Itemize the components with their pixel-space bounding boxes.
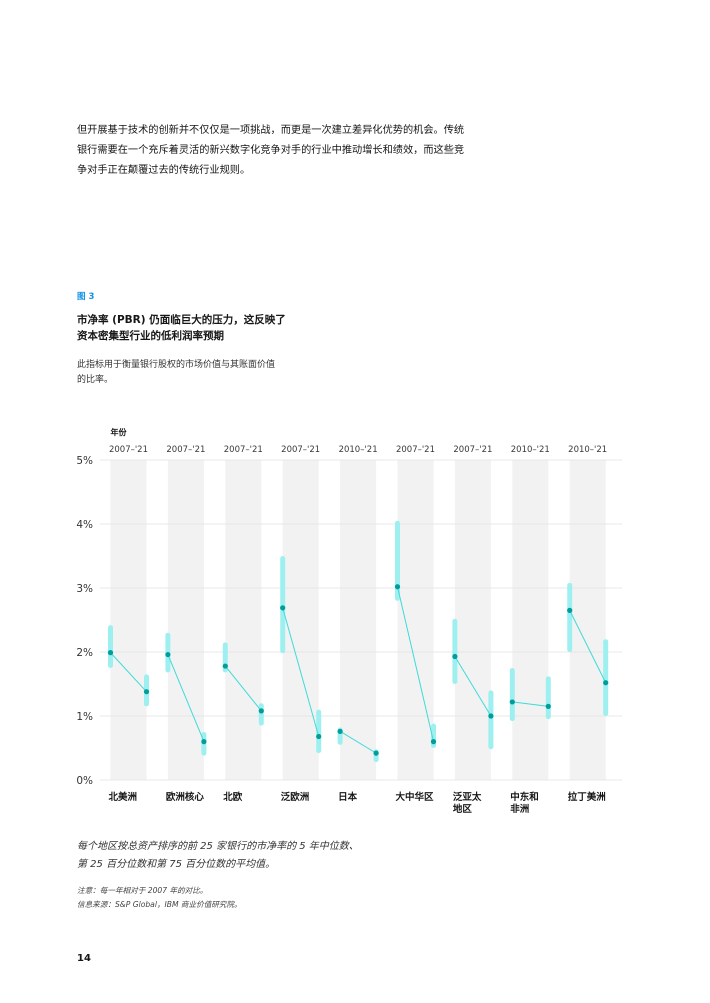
region-label: 拉丁美洲 (568, 791, 606, 803)
caption-line: 每个地区按总资产排序的前 25 家银行的市净率的 5 年中位数、 (77, 841, 359, 852)
median-dot-end (143, 689, 150, 695)
range-bar-start (280, 556, 286, 654)
median-dot-start (567, 607, 573, 613)
period-label: 2010–'21 (511, 445, 550, 455)
region-label: 北欧 (223, 791, 243, 803)
y-tick-label: 5% (76, 455, 93, 467)
intro-paragraph: 但开展基于技术的创新并不仅仅是一项挑战，而更是一次建立差异化优势的机会。传统 银… (77, 121, 497, 181)
median-dot-start (107, 650, 114, 656)
region-column-bg (512, 460, 549, 780)
region-label: 地区 (453, 803, 473, 815)
period-label: 2007–'21 (109, 445, 148, 455)
period-label: 2007–'21 (453, 445, 492, 455)
region-label: 日本 (338, 791, 358, 803)
figure-title-line: 市净率 (PBR) 仍面临巨大的压力，这反映了 (77, 314, 286, 326)
median-dot-start (222, 663, 228, 669)
median-dot-start (509, 699, 515, 705)
median-dot-end (430, 739, 437, 745)
y-tick-label: 0% (76, 775, 93, 787)
trend-line (454, 656, 492, 717)
range-bar-start (108, 625, 113, 668)
region-label: 大中华区 (396, 791, 435, 803)
median-dot-end (545, 703, 551, 709)
y-tick-label: 3% (76, 583, 93, 595)
figure-description: 此指标用于衡量银行股权的市场价值与其账面价值 的比率。 (77, 358, 317, 388)
region-column-bg (340, 460, 377, 780)
range-bar-start (452, 618, 458, 684)
trend-line (167, 654, 205, 742)
range-bar-end (545, 676, 551, 720)
trend-line (282, 607, 320, 737)
trend-line (224, 665, 262, 712)
range-bar-start (567, 582, 573, 652)
range-bar-end (258, 703, 264, 726)
trend-line (569, 610, 607, 683)
range-bar-end (603, 639, 609, 716)
median-dot-end (373, 750, 379, 756)
region-column-bg (569, 460, 606, 780)
figure-title-line: 资本密集型行业的低利润率预期 (77, 329, 224, 342)
region-label: 欧洲核心 (166, 791, 205, 803)
median-dot-start (165, 651, 171, 658)
median-dot-end (201, 739, 207, 745)
median-dot-start (337, 728, 343, 734)
region-column-bg (110, 460, 147, 780)
region-column-bg (167, 460, 204, 780)
figure-label: 图 3 (77, 292, 95, 302)
y-tick-label: 4% (76, 519, 93, 531)
median-dot-end (258, 708, 264, 714)
period-label: 2010–'21 (568, 445, 607, 455)
region-column-bg (225, 460, 262, 780)
median-dot-end (488, 713, 494, 719)
range-bar-start (509, 668, 515, 722)
pbr-range-chart: 0% 1% 2% 3% 4% 5% 年份 2007–'21 北美洲 2007–'21 欧洲核心 200… (76, 427, 622, 815)
period-label: 2007–'21 (166, 445, 205, 455)
range-bar-end (488, 690, 494, 750)
median-dot-end (316, 733, 322, 740)
figure-description-line: 此指标用于衡量银行股权的市场价值与其账面价值 (77, 360, 276, 370)
page-number: 14 (77, 953, 91, 964)
median-dot-start (394, 584, 401, 590)
median-dot-end (603, 680, 609, 686)
y-tick-label: 1% (76, 711, 93, 723)
region-label: 中东和 (510, 791, 539, 803)
trend-line (339, 730, 377, 754)
figure-title: 市净率 (PBR) 仍面临巨大的压力，这反映了 资本密集型行业的低利润率预期 (77, 313, 317, 344)
range-bar-end (316, 709, 322, 754)
intro-line: 争对手正在颠覆过去的传统行业规则。 (77, 165, 251, 176)
trend-line (397, 586, 434, 742)
note-text: 注意：每一年相对于 2007 年的对比。 (77, 886, 208, 895)
trend-line (512, 701, 549, 707)
source-text: 信息来源：S&P Global，IBM 商业价值研究院。 (77, 900, 242, 909)
chart-caption: 每个地区按总资产排序的前 25 家银行的市净率的 5 年中位数、 第 25 百分… (77, 838, 457, 874)
period-label: 2010–'21 (339, 445, 378, 455)
y-tick-label: 2% (76, 647, 93, 659)
region-label: 泛亚太 (453, 791, 482, 803)
region-column-bg (397, 460, 434, 780)
range-bar-start (395, 520, 400, 601)
chart-notes: 注意：每一年相对于 2007 年的对比。 信息来源：S&P Global，IBM… (77, 884, 457, 912)
intro-line: 银行需要在一个充斥着灵活的新兴数字化竞争对手的行业中推动增长和绩效，而这些竞 (77, 145, 465, 156)
region-column-bg (282, 460, 319, 780)
region-label: 北美洲 (109, 791, 138, 803)
caption-line: 第 25 百分位数和第 75 百分位数的平均值。 (77, 859, 276, 870)
trend-line (110, 652, 147, 693)
region-label: 非洲 (510, 803, 529, 815)
region-label: 泛欧洲 (281, 791, 310, 803)
year-header: 年份 (111, 427, 128, 437)
figure-description-line: 的比率。 (77, 375, 114, 385)
period-label: 2007–'21 (281, 445, 320, 455)
period-label: 2007–'21 (224, 445, 263, 455)
median-dot-start (280, 605, 286, 611)
median-dot-start (452, 653, 458, 660)
period-label: 2007–'21 (396, 445, 435, 455)
intro-line: 但开展基于技术的创新并不仅仅是一项挑战，而更是一次建立差异化优势的机会。传统 (77, 125, 465, 136)
region-column-bg (454, 460, 491, 780)
